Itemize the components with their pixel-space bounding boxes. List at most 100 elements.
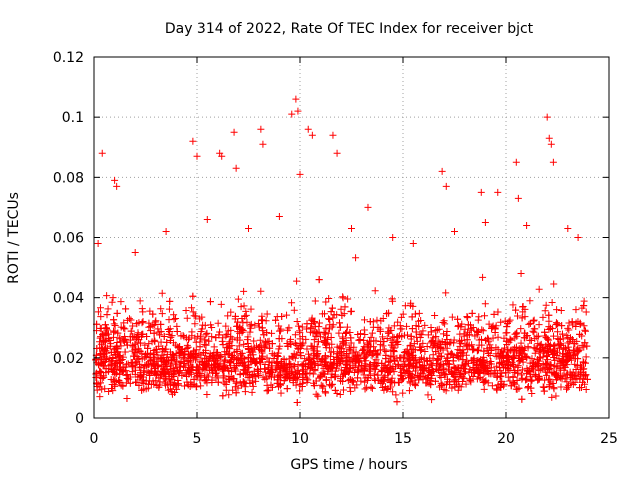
data-point (147, 356, 155, 364)
data-point (405, 387, 413, 395)
data-point (531, 371, 539, 379)
data-point (542, 371, 550, 379)
data-point (179, 363, 187, 371)
data-point (583, 342, 591, 350)
data-point (535, 321, 543, 329)
data-point (580, 302, 588, 310)
data-point (240, 302, 248, 310)
data-point (343, 328, 351, 336)
data-point (177, 349, 185, 357)
data-point (334, 350, 342, 358)
data-point (544, 349, 552, 357)
data-point (240, 340, 248, 348)
data-point (564, 224, 572, 232)
data-point (94, 240, 102, 248)
data-point (479, 273, 487, 281)
data-point (552, 363, 560, 371)
data-point (338, 311, 346, 319)
data-point (362, 352, 370, 360)
data-point (423, 357, 431, 365)
data-point (381, 361, 389, 369)
data-point (145, 323, 153, 331)
data-point (512, 158, 520, 166)
data-point (563, 385, 571, 393)
data-point (529, 317, 537, 325)
data-point (157, 328, 165, 336)
data-point (302, 370, 310, 378)
data-point (581, 359, 589, 367)
data-point (374, 351, 382, 359)
data-point (180, 351, 188, 359)
data-point (462, 359, 470, 367)
data-point (398, 375, 406, 383)
y-tick-label: 0.12 (53, 50, 84, 66)
data-point (201, 377, 209, 385)
data-point (386, 357, 394, 365)
data-point (403, 355, 411, 363)
data-point (476, 373, 484, 381)
data-point (407, 372, 415, 380)
data-point (583, 375, 591, 383)
data-point (480, 385, 488, 393)
data-point (549, 158, 557, 166)
data-point (394, 333, 402, 341)
data-point (234, 318, 242, 326)
data-point (507, 336, 515, 344)
data-point (366, 318, 374, 326)
data-point (465, 368, 473, 376)
data-point (113, 309, 121, 317)
data-point (326, 316, 334, 324)
data-point (539, 343, 547, 351)
data-point (354, 330, 362, 338)
data-point (321, 330, 329, 338)
data-point (171, 388, 179, 396)
data-point (268, 329, 276, 337)
data-point (287, 363, 295, 371)
data-point (495, 364, 503, 372)
data-point (545, 134, 553, 142)
data-point (369, 350, 377, 358)
data-point (139, 308, 147, 316)
data-point (157, 305, 165, 313)
data-point (334, 361, 342, 369)
data-point (248, 388, 256, 396)
data-point (416, 347, 424, 355)
data-point (273, 352, 281, 360)
data-point (468, 309, 476, 317)
data-point (501, 344, 509, 352)
data-point (437, 345, 445, 353)
data-point (304, 376, 312, 384)
data-point (444, 350, 452, 358)
data-point (574, 234, 582, 241)
data-point (245, 224, 252, 232)
data-point (431, 377, 439, 385)
data-point (101, 344, 109, 352)
data-point (309, 329, 317, 337)
data-point (351, 357, 359, 365)
data-point (347, 347, 355, 355)
data-point (189, 347, 197, 355)
data-point (293, 317, 301, 325)
data-point (365, 367, 373, 375)
data-point (160, 332, 168, 340)
data-point (342, 329, 350, 337)
data-point (208, 323, 216, 331)
data-point (577, 368, 585, 376)
data-point (493, 385, 501, 393)
data-point (162, 227, 170, 235)
y-tick-label: 0.06 (53, 231, 84, 247)
data-point (196, 343, 204, 351)
data-point (98, 149, 106, 157)
data-point (373, 316, 381, 324)
data-point (225, 340, 233, 348)
data-point (394, 318, 402, 326)
data-point (258, 317, 266, 325)
data-point (239, 327, 247, 335)
data-point (383, 334, 391, 342)
data-point (475, 357, 483, 365)
data-point (106, 337, 114, 345)
y-tick-label: 0.08 (53, 170, 84, 186)
data-point (203, 215, 211, 223)
data-point (535, 375, 543, 383)
data-point (235, 342, 243, 350)
